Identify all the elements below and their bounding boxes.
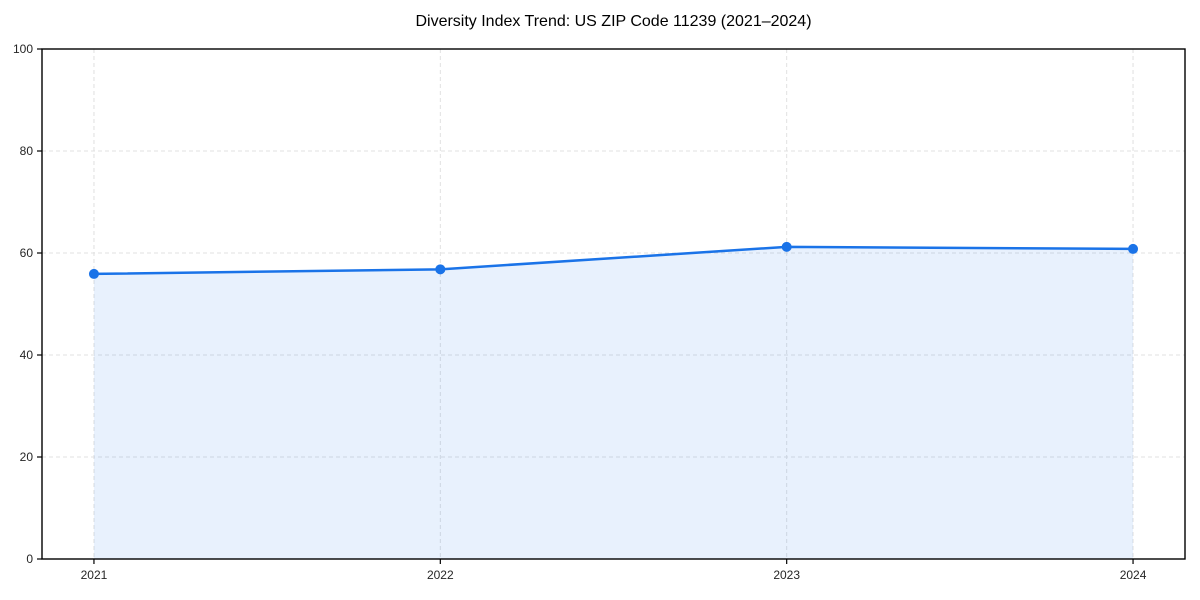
- y-tick-label: 60: [20, 246, 34, 260]
- data-point-marker: [781, 241, 792, 252]
- data-point-marker: [1128, 243, 1139, 254]
- y-tick-label: 0: [26, 552, 33, 566]
- y-tick-label: 100: [13, 42, 33, 56]
- x-tick-label: 2023: [773, 568, 800, 582]
- trend-line: [92, 245, 1135, 276]
- data-point-marker: [88, 268, 99, 279]
- y-tick-label: 40: [20, 348, 34, 362]
- data-point-marker: [435, 264, 446, 275]
- y-tick-label: 20: [20, 450, 34, 464]
- area-fill: [93, 246, 1134, 559]
- x-tick-label: 2021: [81, 568, 108, 582]
- x-tick-label: 2024: [1120, 568, 1147, 582]
- y-tick-label: 80: [20, 144, 34, 158]
- x-tick-label: 2022: [427, 568, 454, 582]
- plot-border: [41, 48, 1186, 560]
- chart-title: Diversity Index Trend: US ZIP Code 11239…: [415, 13, 812, 30]
